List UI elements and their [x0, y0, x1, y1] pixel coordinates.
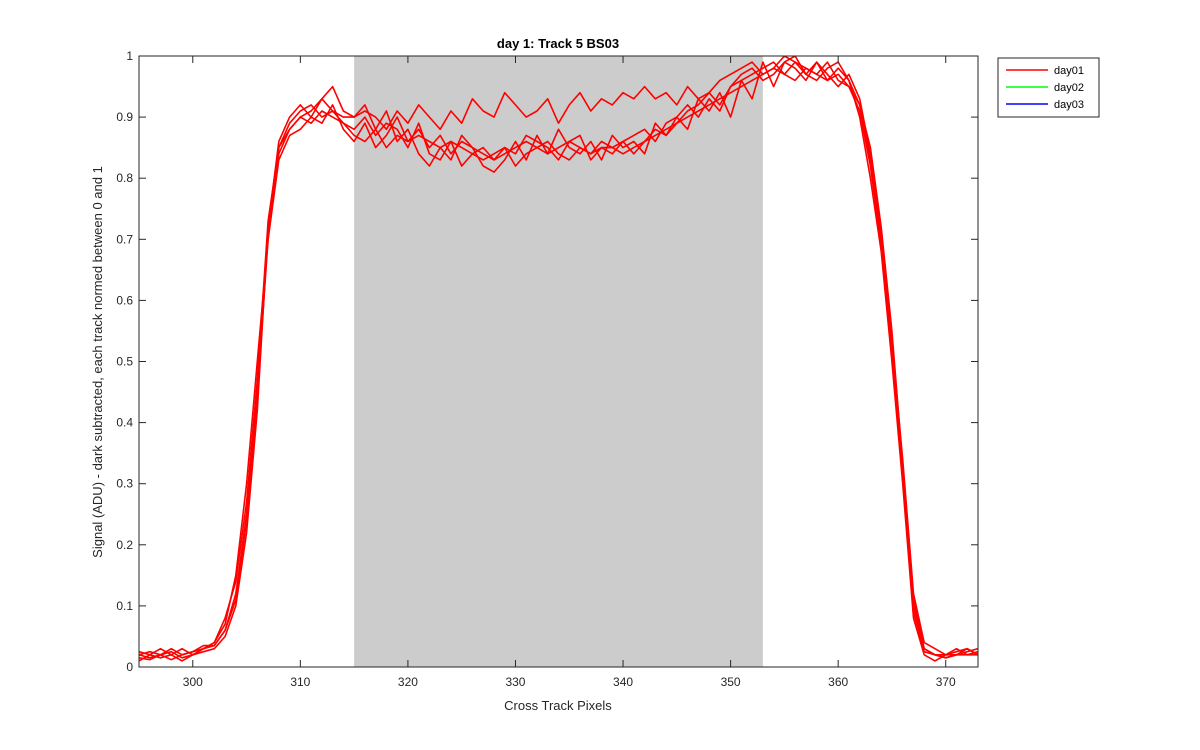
legend-label-day02: day02: [1054, 82, 1084, 94]
legend-label-day01: day01: [1054, 65, 1084, 77]
y-tick-label: 0: [126, 660, 133, 674]
x-tick-label: 300: [183, 675, 203, 689]
legend-label-day03: day03: [1054, 99, 1084, 111]
x-tick-label: 350: [721, 675, 741, 689]
plot-area: 300 310 320 330 340 350 360 370 0 0.1 0.2 0.3 0.4 0.5…: [116, 49, 979, 689]
x-axis-label: Cross Track Pixels: [504, 698, 612, 713]
x-tick-label: 360: [828, 675, 848, 689]
y-tick-label: 1: [126, 49, 133, 63]
y-tick-label: 0.4: [116, 416, 133, 430]
x-tick-label: 370: [936, 675, 956, 689]
y-tick-label: 0.7: [116, 232, 133, 246]
x-tick-label: 310: [290, 675, 310, 689]
y-tick-label: 0.9: [116, 110, 133, 124]
x-tick-label: 320: [398, 675, 418, 689]
y-tick-label: 0.3: [116, 477, 133, 491]
legend: day01 day02 day03: [997, 57, 1100, 118]
chart-title: day 1: Track 5 BS03: [497, 36, 619, 51]
y-tick-label: 0.8: [116, 171, 133, 185]
x-tick-label: 330: [505, 675, 525, 689]
y-tick-label: 0.2: [116, 538, 133, 552]
y-tick-label: 0.5: [116, 355, 133, 369]
y-tick-label: 0.6: [116, 293, 133, 307]
y-tick-label: 0.1: [116, 599, 133, 613]
x-tick-label: 340: [613, 675, 633, 689]
series-line-day01-3: [139, 61, 978, 659]
series-line-day01-2: [139, 56, 978, 662]
y-axis-label: Signal (ADU) - dark subtracted, each tra…: [90, 166, 105, 558]
